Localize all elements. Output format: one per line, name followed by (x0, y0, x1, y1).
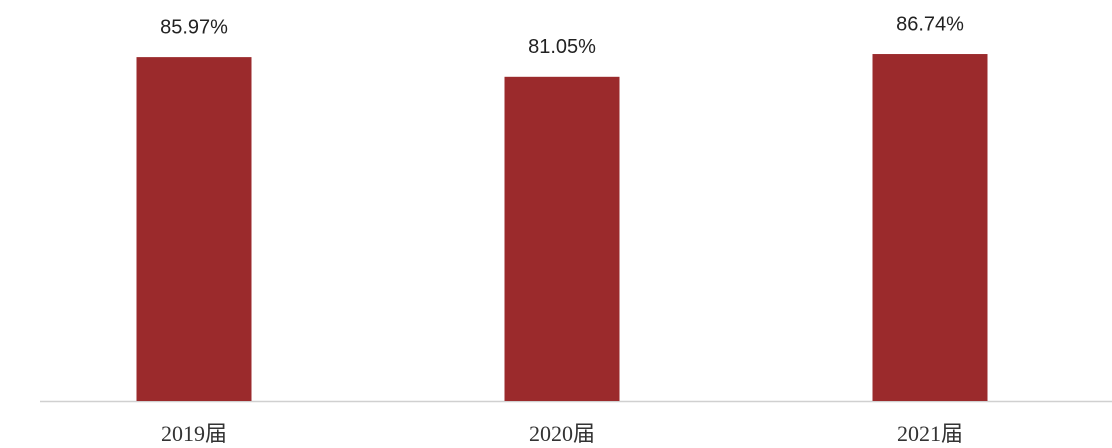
bar (136, 57, 252, 402)
x-tick-label: 2021届 (897, 421, 963, 446)
x-tick-label: 2020届 (529, 421, 595, 446)
bar (504, 76, 620, 402)
x-tick-label: 2019届 (161, 421, 227, 446)
value-label: 86.74% (896, 13, 964, 35)
bar (872, 54, 988, 401)
value-label: 85.97% (160, 16, 228, 38)
value-label: 81.05% (528, 36, 596, 58)
